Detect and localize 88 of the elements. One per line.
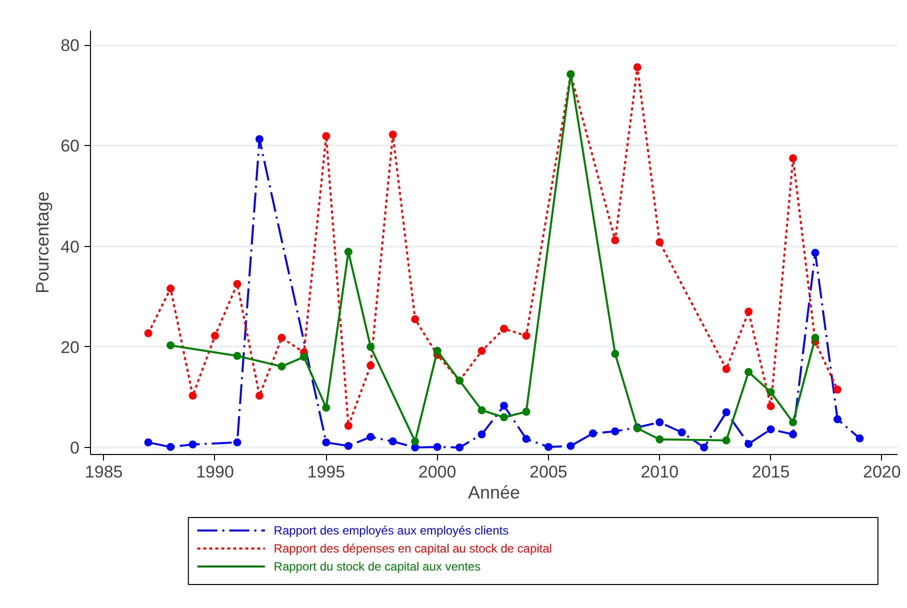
point (722, 365, 730, 373)
x-axis-title: Année (468, 482, 520, 502)
point (478, 346, 486, 355)
point (500, 324, 508, 333)
point (388, 437, 397, 446)
point (322, 404, 330, 412)
point (233, 280, 242, 288)
point (366, 361, 375, 370)
point (744, 440, 753, 448)
x-tick-label: 2010 (640, 462, 679, 482)
point (744, 308, 753, 316)
point (789, 418, 798, 426)
point (611, 236, 620, 244)
point (722, 436, 730, 444)
point (856, 434, 864, 442)
point (322, 132, 330, 140)
point (344, 248, 352, 256)
point (188, 392, 197, 400)
point (811, 248, 820, 257)
point (656, 238, 664, 246)
point (366, 342, 375, 351)
y-axis-title: Pourcentage (32, 191, 53, 294)
point (678, 428, 686, 436)
point (656, 435, 664, 444)
text: Rapport du stock de capital aux ventes (274, 560, 481, 574)
point (722, 408, 730, 416)
x-tick-label: 1995 (307, 462, 346, 482)
x-tick-label: 1990 (196, 462, 234, 482)
point (388, 130, 397, 139)
point (233, 352, 242, 360)
point (744, 368, 753, 376)
point (588, 429, 597, 438)
point (566, 442, 575, 450)
point (278, 362, 286, 370)
point (833, 415, 842, 424)
point (500, 402, 508, 410)
point (522, 434, 530, 443)
point (300, 352, 308, 361)
point (766, 425, 775, 434)
point (656, 418, 664, 426)
point (144, 438, 152, 446)
point (433, 442, 442, 451)
point (766, 402, 775, 410)
point (233, 438, 242, 446)
point (544, 442, 552, 451)
point (478, 406, 486, 414)
point (811, 334, 820, 342)
x-tick-label: 2005 (530, 462, 568, 482)
text: Rapport des dépenses en capital au stock de capital (274, 542, 552, 556)
point (144, 329, 152, 338)
point (833, 386, 842, 394)
point (278, 334, 286, 342)
point (255, 392, 264, 400)
x-tick-label: 1985 (84, 462, 123, 482)
point (611, 427, 620, 436)
point (433, 346, 442, 355)
point (188, 440, 197, 448)
point (166, 341, 175, 350)
point (478, 430, 486, 438)
y-tick-label: 20 (60, 338, 80, 357)
point (255, 135, 264, 144)
x-tick-label: 2000 (418, 462, 456, 482)
point (344, 442, 352, 450)
text: Rapport des employés aux employés clients (274, 524, 509, 538)
y-tick-label: 0 (70, 438, 80, 458)
y-tick-label: 40 (60, 237, 80, 256)
point (522, 408, 530, 416)
point (166, 442, 175, 451)
point (789, 430, 798, 438)
point (366, 432, 375, 441)
point (322, 438, 330, 446)
x-tick-label: 2015 (752, 462, 790, 482)
y-tick-label: 80 (60, 36, 80, 56)
y-tick-label: 60 (60, 136, 80, 156)
point (166, 284, 175, 293)
point (522, 332, 530, 340)
point (611, 350, 620, 358)
point (700, 443, 708, 452)
point (210, 332, 219, 340)
point (411, 315, 420, 324)
x-tick-label: 2020 (863, 462, 901, 482)
point (344, 422, 352, 430)
point (789, 154, 798, 162)
point (766, 388, 775, 396)
point (456, 443, 464, 452)
point (500, 413, 508, 422)
point (633, 63, 642, 72)
point (411, 437, 420, 446)
